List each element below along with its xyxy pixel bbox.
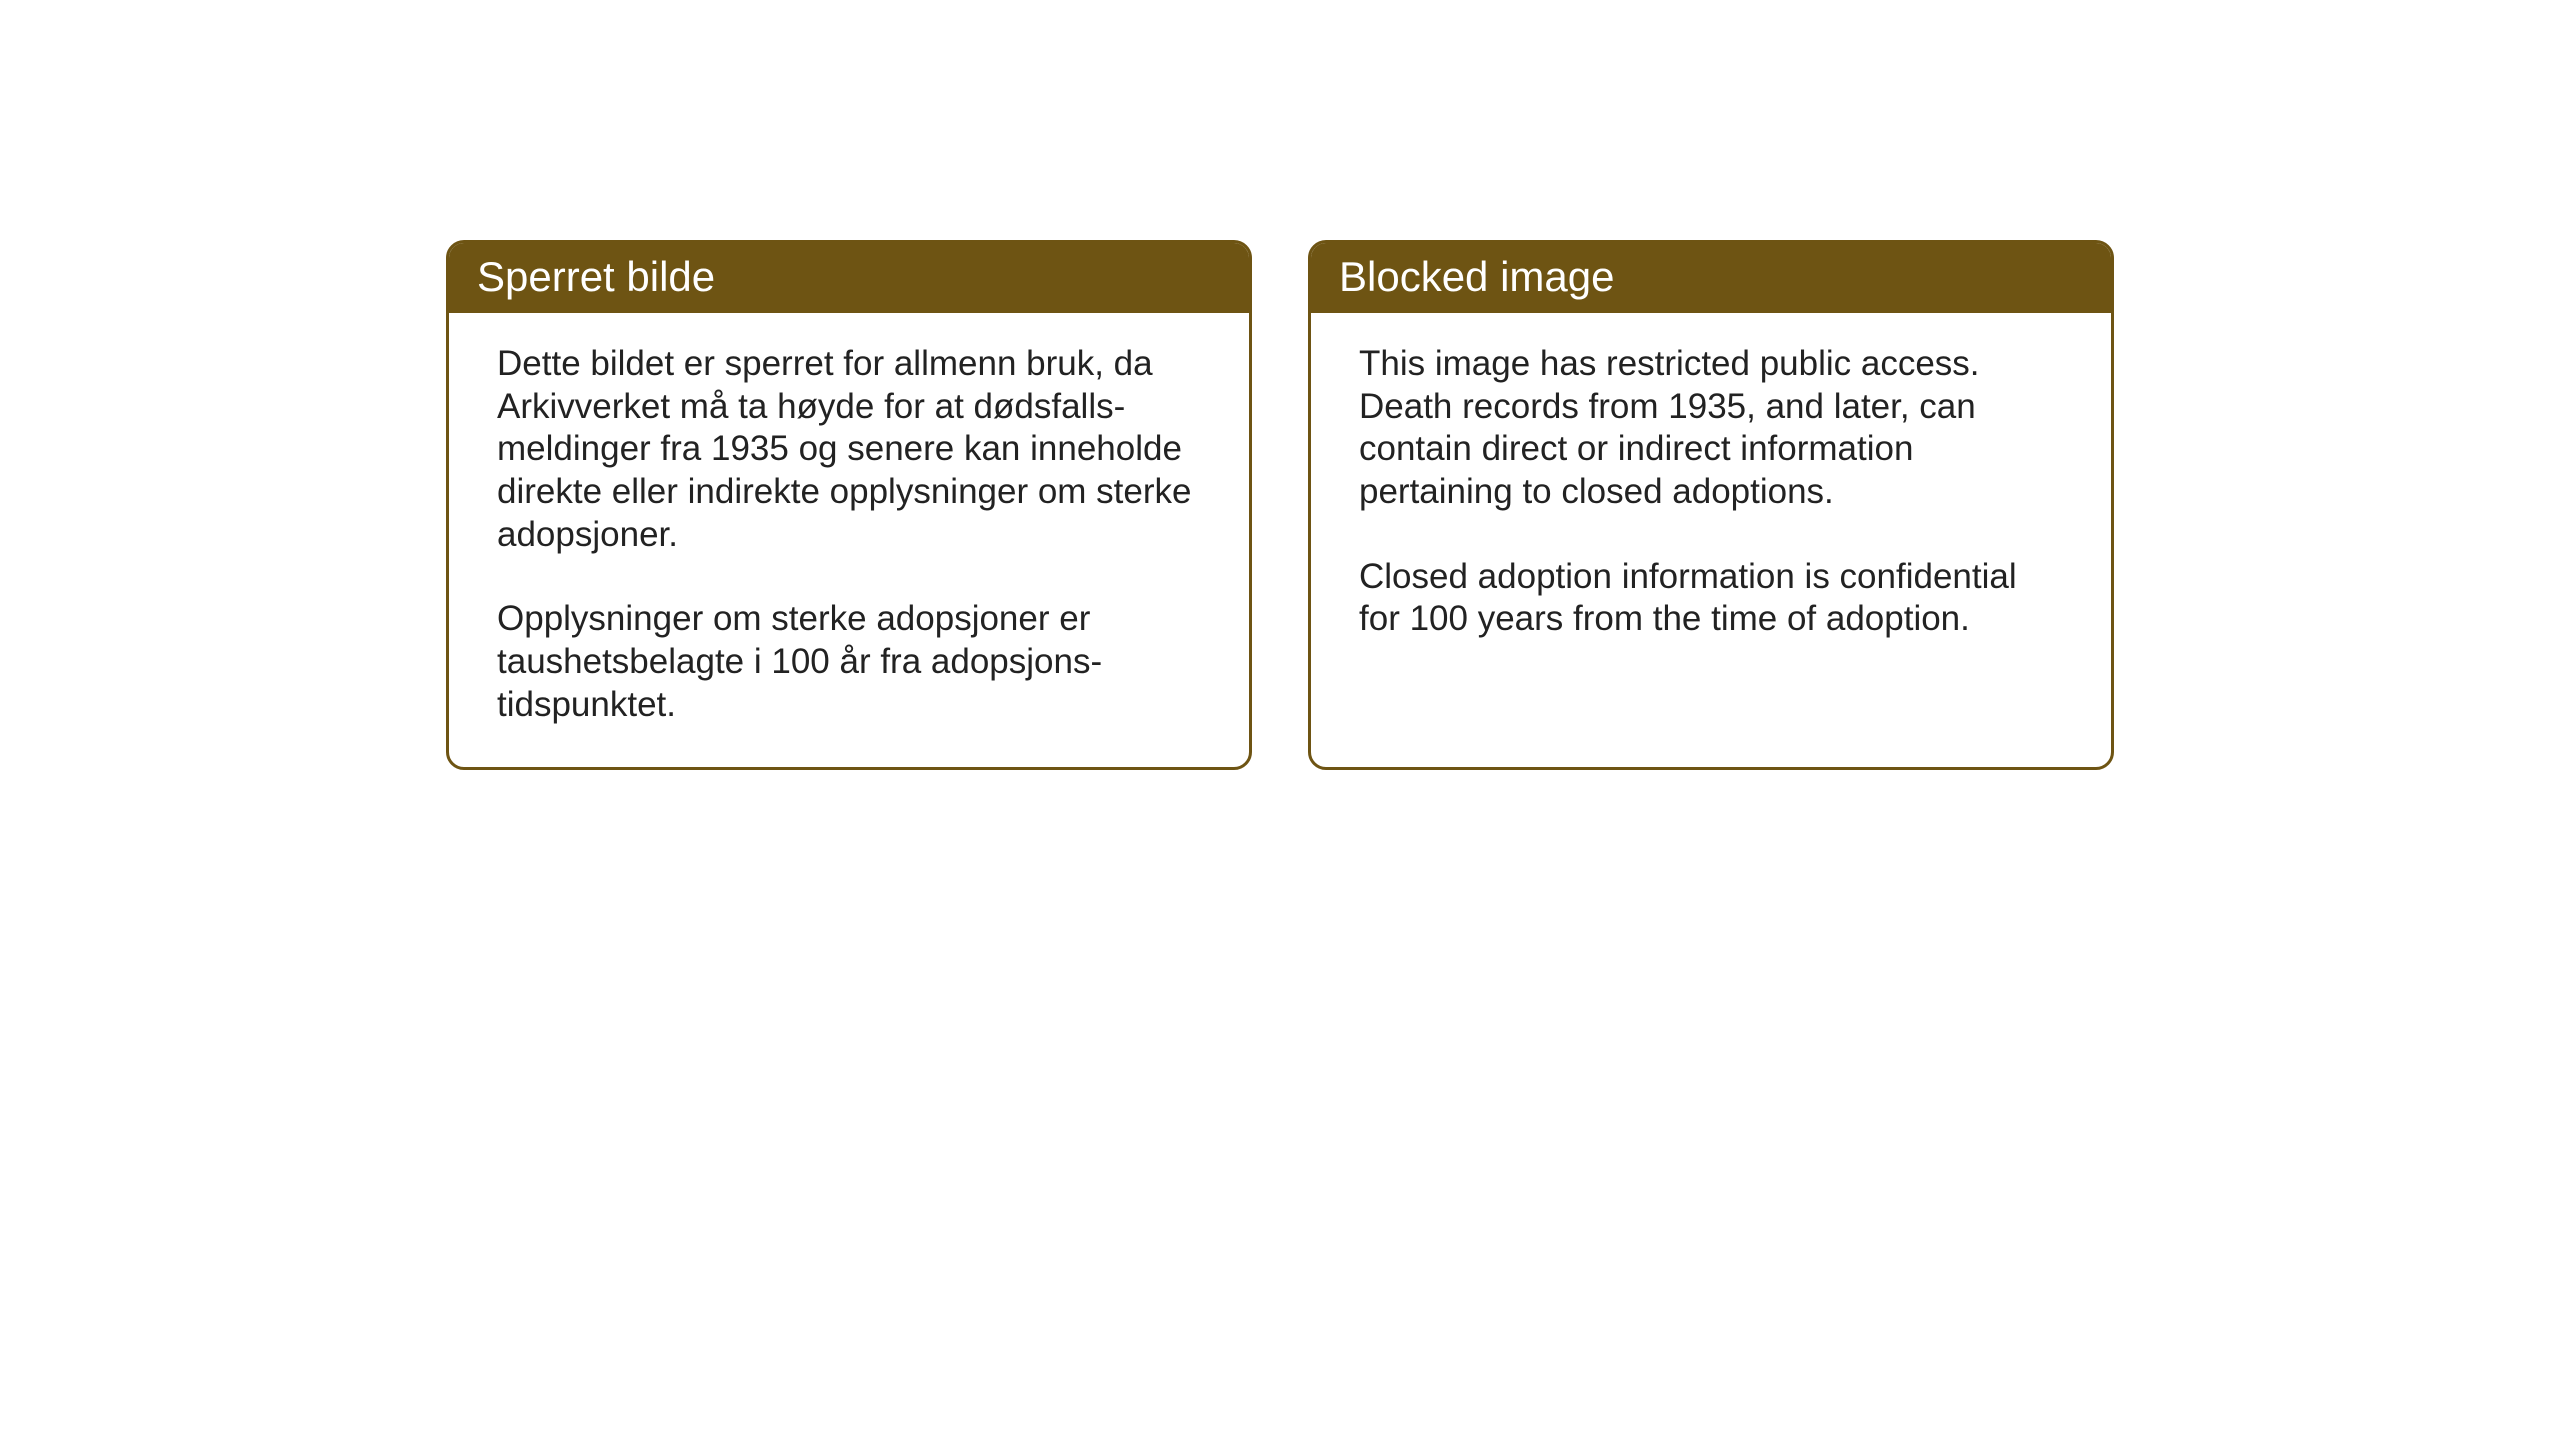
card-header: Sperret bilde (449, 243, 1249, 313)
card-paragraph: Dette bildet er sperret for allmenn bruk… (497, 343, 1201, 556)
card-paragraph: Opplysninger om sterke adopsjoner er tau… (497, 598, 1201, 726)
notice-container: Sperret bilde Dette bildet er sperret fo… (446, 240, 2114, 770)
notice-card-norwegian: Sperret bilde Dette bildet er sperret fo… (446, 240, 1252, 770)
card-header: Blocked image (1311, 243, 2111, 313)
card-paragraph: Closed adoption information is confident… (1359, 556, 2063, 641)
card-paragraph: This image has restricted public access.… (1359, 343, 2063, 514)
card-title: Blocked image (1339, 253, 1614, 300)
card-body: Dette bildet er sperret for allmenn bruk… (449, 313, 1249, 767)
card-title: Sperret bilde (477, 253, 715, 300)
card-body: This image has restricted public access.… (1311, 313, 2111, 767)
notice-card-english: Blocked image This image has restricted … (1308, 240, 2114, 770)
